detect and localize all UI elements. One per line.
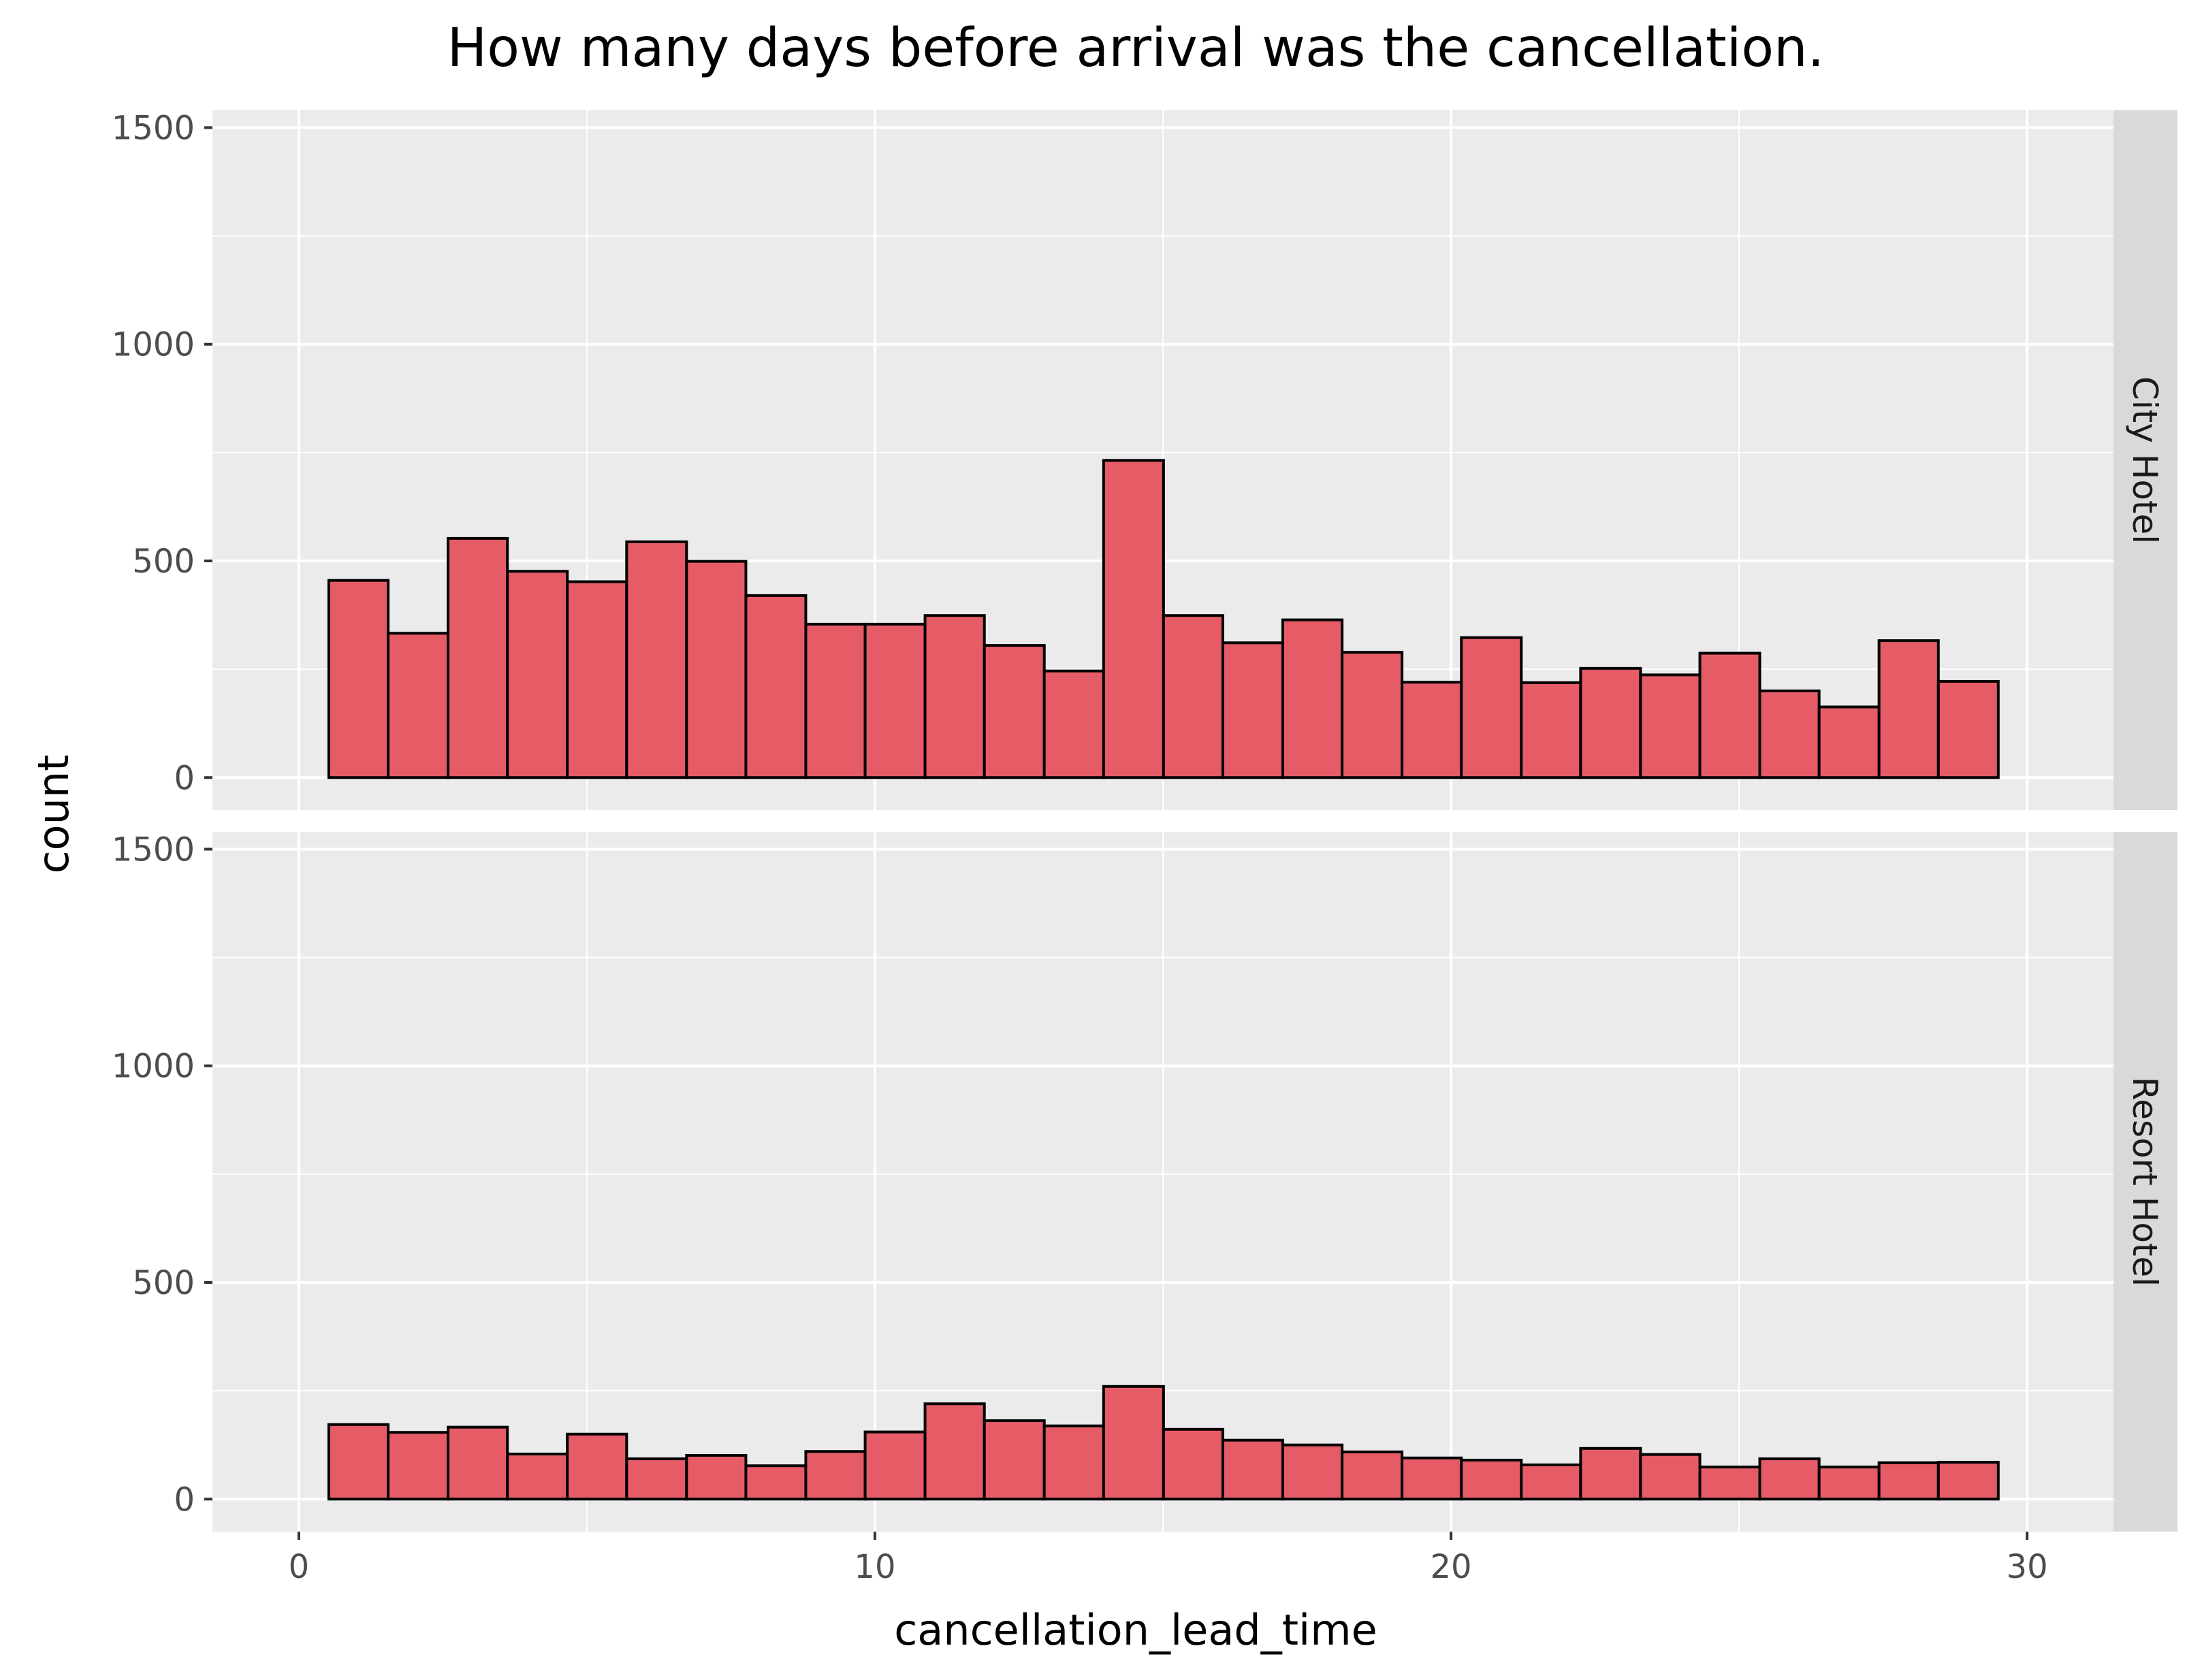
histogram-bar bbox=[1520, 1463, 1582, 1501]
y-axis-label: count bbox=[29, 755, 78, 874]
histogram-bar bbox=[625, 1457, 688, 1501]
histogram-bar bbox=[1520, 681, 1582, 779]
histogram-bar bbox=[387, 632, 450, 779]
x-tick-label: 30 bbox=[2007, 1548, 2048, 1586]
y-tick-label: 1500 bbox=[112, 830, 195, 869]
histogram-bar bbox=[983, 1419, 1046, 1501]
histogram-bar bbox=[506, 570, 569, 779]
histogram-bar bbox=[1042, 1424, 1105, 1501]
histogram-bar bbox=[1639, 1453, 1702, 1501]
x-tick-label: 20 bbox=[1430, 1548, 1471, 1586]
histogram-bar bbox=[1162, 1427, 1224, 1501]
y-tick-label: 1000 bbox=[112, 1048, 195, 1086]
histogram-bar bbox=[863, 622, 927, 779]
histogram-bar bbox=[327, 1423, 390, 1501]
histogram-bar bbox=[1221, 641, 1284, 779]
histogram-bar bbox=[744, 594, 808, 779]
histogram-bar bbox=[1936, 679, 2000, 779]
histogram-bar bbox=[685, 1453, 748, 1501]
histogram-bar bbox=[1281, 1443, 1344, 1501]
histogram-bar bbox=[1877, 1461, 1940, 1501]
histogram-bar bbox=[327, 579, 390, 779]
histogram-bar bbox=[1579, 1447, 1642, 1501]
histogram-bar bbox=[1698, 651, 1761, 779]
histogram-bar bbox=[1401, 1456, 1463, 1501]
histogram-bar bbox=[447, 1425, 509, 1501]
facet-strip-label: City Hotel bbox=[2125, 376, 2165, 544]
histogram-bar bbox=[625, 540, 688, 779]
histogram-bar bbox=[923, 614, 986, 779]
histogram-bar bbox=[744, 1464, 808, 1501]
histogram-bar bbox=[506, 1453, 569, 1501]
facet-panels: 0 500 1000 1500 City Hotel 0 500 1000 1500 Resort… bbox=[112, 109, 2177, 1586]
x-tick-label: 0 bbox=[289, 1548, 310, 1586]
histogram-bar bbox=[1817, 1466, 1881, 1501]
histogram-bar bbox=[1460, 636, 1523, 779]
histogram-bar bbox=[1042, 669, 1105, 779]
histogram-bar bbox=[1401, 681, 1463, 779]
chart-title: How many days before arrival was the can… bbox=[447, 18, 1825, 79]
histogram-bar bbox=[566, 580, 628, 779]
histogram-bar bbox=[1341, 1450, 1404, 1501]
facet-panel-2: 0 500 1000 1500 Resort Hotel 0 10 20 30 bbox=[112, 830, 2177, 1586]
histogram-bar bbox=[1758, 1457, 1821, 1501]
y-tick-label: 1000 bbox=[112, 326, 195, 364]
histogram-bar bbox=[387, 1431, 450, 1501]
histogram-bar bbox=[447, 536, 509, 779]
histogram-bar bbox=[1698, 1466, 1761, 1501]
histogram-bar bbox=[1102, 1385, 1165, 1501]
histogram-bar bbox=[983, 644, 1046, 779]
facet-strip-label: Resort Hotel bbox=[2125, 1077, 2165, 1287]
histogram-bar bbox=[1281, 618, 1344, 779]
y-tick-label: 1500 bbox=[112, 109, 195, 147]
facet-panel-1: 0 500 1000 1500 City Hotel bbox=[112, 109, 2177, 810]
y-tick-label: 0 bbox=[174, 1481, 195, 1519]
y-tick-label: 0 bbox=[174, 759, 195, 797]
histogram-bar bbox=[1102, 459, 1165, 779]
histogram-bar bbox=[804, 622, 867, 779]
x-axis-label: cancellation_lead_time bbox=[894, 1605, 1377, 1655]
histogram-bar bbox=[1877, 639, 1940, 779]
histogram-bar bbox=[923, 1402, 986, 1501]
y-tick-label: 500 bbox=[132, 543, 195, 581]
histogram-bar bbox=[685, 560, 748, 779]
histogram-bar bbox=[1579, 666, 1642, 779]
histogram-bar bbox=[1221, 1438, 1284, 1501]
histogram-bar bbox=[1460, 1458, 1523, 1501]
histogram-bar bbox=[804, 1450, 867, 1501]
histogram-bar bbox=[1639, 673, 1702, 779]
histogram-bar bbox=[1162, 614, 1224, 779]
histogram-bar bbox=[566, 1432, 628, 1501]
y-tick-label: 500 bbox=[132, 1264, 195, 1302]
histogram-bar bbox=[1341, 651, 1404, 779]
histogram-bar bbox=[1758, 689, 1821, 779]
facet-strip bbox=[2113, 832, 2177, 1532]
facet-strip bbox=[2113, 110, 2177, 810]
histogram-bar bbox=[1817, 705, 1881, 779]
histogram-bar bbox=[1936, 1461, 2000, 1501]
histogram-bar bbox=[863, 1430, 927, 1501]
x-tick-label: 10 bbox=[854, 1548, 895, 1586]
